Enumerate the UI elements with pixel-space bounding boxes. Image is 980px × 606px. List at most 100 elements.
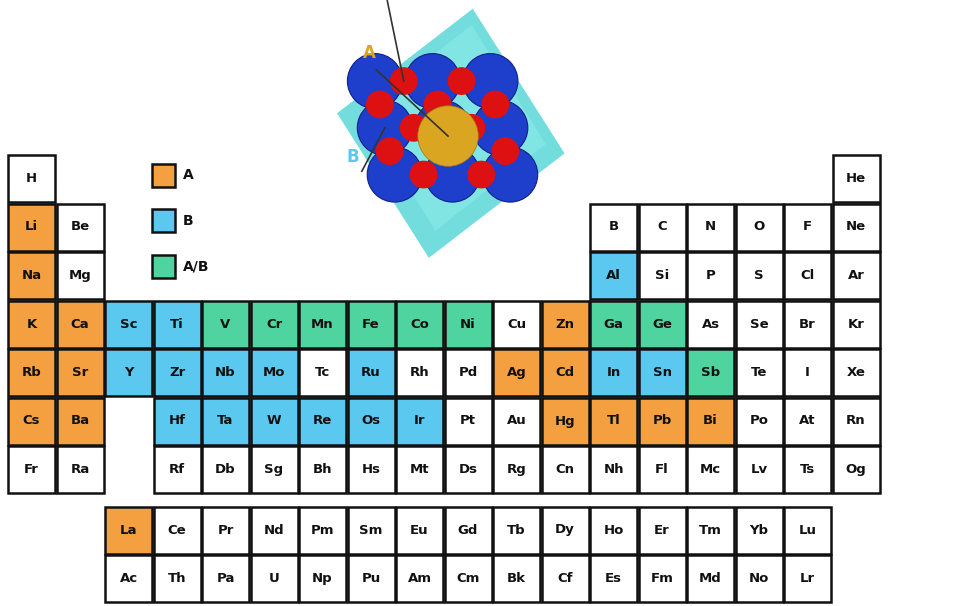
Text: Cs: Cs bbox=[23, 415, 40, 427]
Text: W: W bbox=[267, 415, 281, 427]
Text: Cu: Cu bbox=[507, 318, 526, 330]
Text: Ca: Ca bbox=[71, 318, 89, 330]
Circle shape bbox=[405, 53, 461, 108]
Bar bbox=[8, 204, 55, 250]
Text: Be: Be bbox=[71, 221, 89, 233]
Bar bbox=[348, 349, 395, 396]
Bar bbox=[8, 301, 55, 347]
Bar bbox=[57, 252, 104, 299]
Polygon shape bbox=[362, 25, 546, 231]
Polygon shape bbox=[337, 8, 564, 258]
Bar bbox=[687, 204, 734, 250]
Text: Ac: Ac bbox=[120, 572, 137, 585]
Bar bbox=[736, 349, 782, 396]
Text: Rb: Rb bbox=[22, 366, 41, 379]
Bar bbox=[687, 398, 734, 444]
Bar bbox=[832, 398, 879, 444]
Text: Er: Er bbox=[654, 524, 670, 536]
Bar bbox=[590, 507, 637, 553]
Text: Hs: Hs bbox=[362, 463, 380, 476]
Bar bbox=[784, 398, 831, 444]
Circle shape bbox=[368, 147, 422, 202]
Circle shape bbox=[417, 106, 478, 166]
Bar bbox=[299, 349, 346, 396]
Bar bbox=[251, 507, 298, 553]
Circle shape bbox=[468, 161, 495, 188]
Bar bbox=[154, 507, 201, 553]
Text: Ta: Ta bbox=[218, 415, 233, 427]
Text: Rh: Rh bbox=[410, 366, 429, 379]
Bar bbox=[784, 446, 831, 493]
Bar bbox=[396, 446, 443, 493]
Circle shape bbox=[482, 92, 509, 118]
Bar bbox=[8, 398, 55, 444]
Bar bbox=[590, 252, 637, 299]
Bar bbox=[736, 252, 782, 299]
Bar bbox=[105, 301, 152, 347]
Text: Am: Am bbox=[408, 572, 431, 585]
Text: Tb: Tb bbox=[508, 524, 526, 536]
Bar bbox=[687, 349, 734, 396]
Circle shape bbox=[483, 147, 538, 202]
Text: Sc: Sc bbox=[120, 318, 137, 330]
Bar bbox=[590, 555, 637, 602]
Text: La: La bbox=[120, 524, 137, 536]
Text: A: A bbox=[183, 168, 194, 182]
Text: Cd: Cd bbox=[556, 366, 574, 379]
Bar bbox=[57, 349, 104, 396]
Bar bbox=[493, 398, 540, 444]
Bar bbox=[152, 209, 174, 232]
Circle shape bbox=[376, 138, 403, 164]
Text: Lv: Lv bbox=[751, 463, 767, 476]
Bar bbox=[8, 252, 55, 299]
Bar bbox=[396, 507, 443, 553]
Text: Fr: Fr bbox=[24, 463, 39, 476]
Bar bbox=[299, 398, 346, 444]
Text: Rn: Rn bbox=[846, 415, 865, 427]
Bar bbox=[396, 398, 443, 444]
Text: Zn: Zn bbox=[556, 318, 574, 330]
Text: Ru: Ru bbox=[361, 366, 381, 379]
Text: Ho: Ho bbox=[604, 524, 623, 536]
Bar bbox=[8, 446, 55, 493]
Text: Nb: Nb bbox=[216, 366, 236, 379]
Text: He: He bbox=[846, 172, 866, 185]
Text: Te: Te bbox=[751, 366, 767, 379]
Bar bbox=[154, 349, 201, 396]
Text: Pt: Pt bbox=[460, 415, 476, 427]
Circle shape bbox=[347, 53, 403, 108]
Bar bbox=[348, 555, 395, 602]
Bar bbox=[348, 301, 395, 347]
Text: C: C bbox=[658, 221, 666, 233]
Bar bbox=[445, 507, 492, 553]
Text: Li: Li bbox=[24, 221, 38, 233]
Bar bbox=[639, 446, 685, 493]
Text: Ag: Ag bbox=[507, 366, 526, 379]
Circle shape bbox=[492, 138, 518, 164]
Bar bbox=[832, 446, 879, 493]
Bar bbox=[687, 507, 734, 553]
Bar bbox=[299, 555, 346, 602]
Text: Gd: Gd bbox=[458, 524, 478, 536]
Bar bbox=[105, 507, 152, 553]
Bar bbox=[736, 301, 782, 347]
Text: Pu: Pu bbox=[362, 572, 380, 585]
Bar bbox=[154, 301, 201, 347]
Text: Sb: Sb bbox=[701, 366, 720, 379]
Text: Pb: Pb bbox=[653, 415, 671, 427]
Text: Ti: Ti bbox=[171, 318, 184, 330]
Text: Bk: Bk bbox=[507, 572, 526, 585]
Text: Xe: Xe bbox=[847, 366, 865, 379]
Text: As: As bbox=[702, 318, 719, 330]
Text: H: H bbox=[25, 172, 37, 185]
Bar bbox=[736, 204, 782, 250]
Bar bbox=[687, 555, 734, 602]
Text: Au: Au bbox=[507, 415, 526, 427]
Text: Ce: Ce bbox=[168, 524, 186, 536]
Text: In: In bbox=[607, 366, 620, 379]
Bar bbox=[251, 301, 298, 347]
Circle shape bbox=[424, 92, 451, 118]
Bar bbox=[639, 398, 685, 444]
Bar bbox=[57, 446, 104, 493]
Circle shape bbox=[358, 101, 413, 155]
